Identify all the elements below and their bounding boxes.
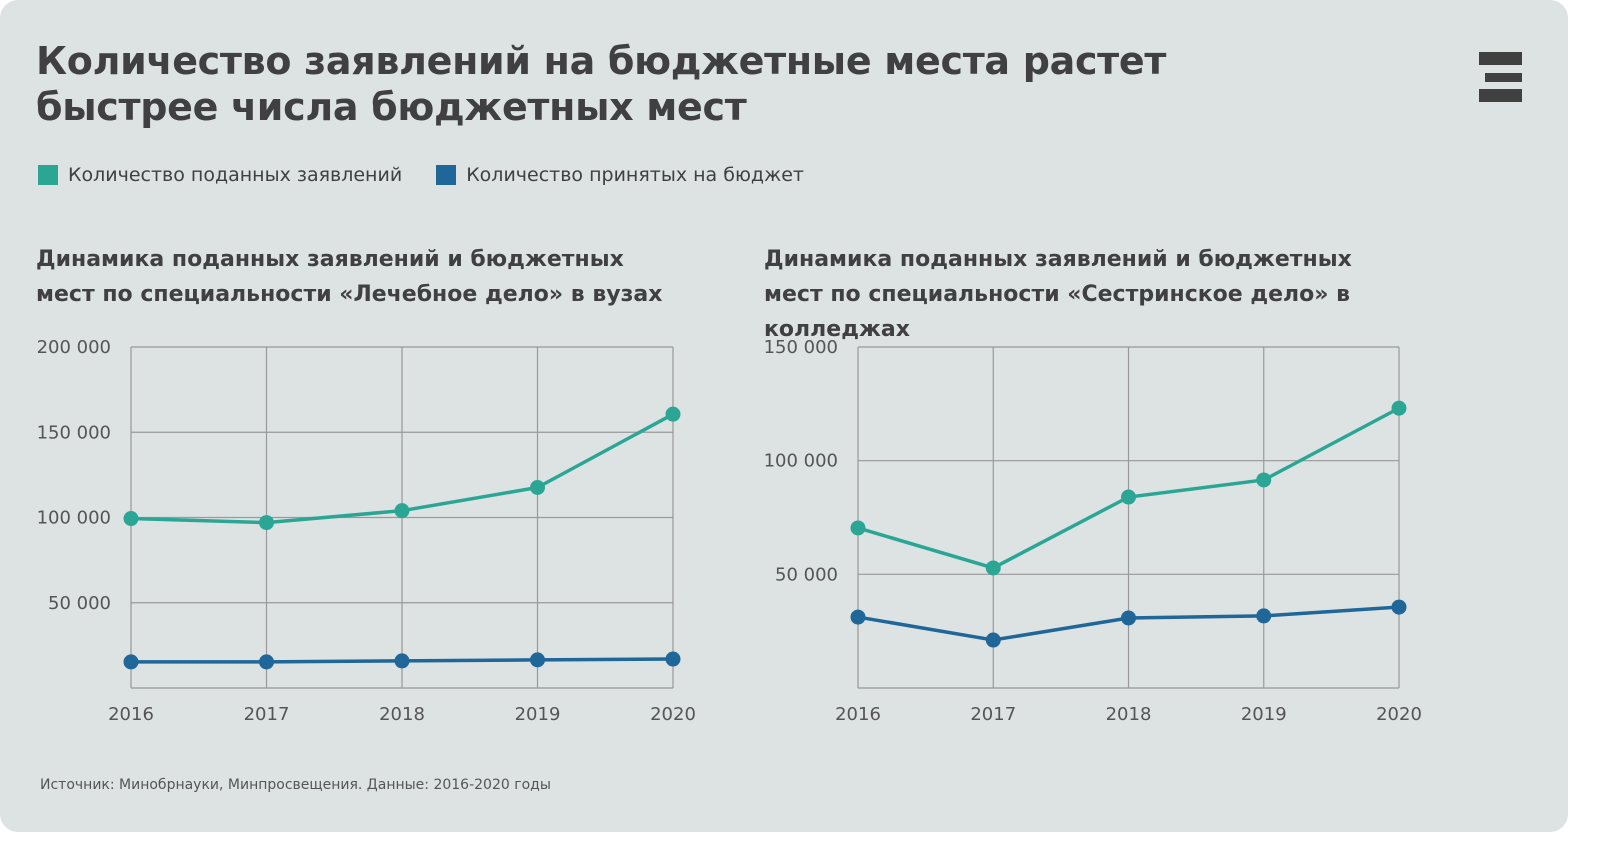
- charts-svg: 50 000 100 000 150 000 200 000 2016 2017 2018 2…: [37, 337, 1422, 725]
- data-point: [123, 511, 139, 527]
- page-title: Количество заявлений на бюджетные места …: [36, 39, 1167, 129]
- x-tick-label: 2017: [244, 704, 290, 725]
- y-tick-label: 50 000: [775, 564, 838, 585]
- source-note: Источник: Минобрнауки, Минпросвещения. Д…: [40, 777, 551, 793]
- y-tick-label: 100 000: [37, 508, 111, 529]
- legend-item-applications: Количество поданных заявлений: [38, 164, 402, 186]
- legend-label: Количество принятых на бюджет: [466, 164, 804, 186]
- data-point: [985, 632, 1001, 648]
- y-tick-label: 200 000: [37, 337, 111, 358]
- legend-label: Количество поданных заявлений: [68, 164, 403, 186]
- x-tick-label: 2017: [970, 704, 1016, 725]
- data-point: [985, 560, 1001, 576]
- data-point: [1256, 472, 1272, 488]
- x-tick-label: 2019: [1241, 704, 1287, 725]
- data-point: [1391, 400, 1407, 416]
- data-point: [1121, 489, 1136, 505]
- x-tick-label: 2020: [1376, 704, 1422, 725]
- data-point: [1121, 610, 1136, 626]
- x-tick-label: 2016: [108, 704, 154, 725]
- data-point: [259, 654, 274, 670]
- x-tick-label: 2020: [650, 704, 696, 725]
- y-tick-label: 50 000: [48, 593, 111, 614]
- data-point: [665, 406, 681, 422]
- data-point: [394, 503, 410, 519]
- data-point: [394, 653, 410, 669]
- y-tick-label: 150 000: [37, 422, 111, 443]
- data-point: [1256, 608, 1272, 624]
- x-tick-label: 2019: [515, 704, 561, 725]
- legend-swatch-blue: [436, 165, 457, 185]
- data-point: [850, 609, 866, 625]
- x-tick-label: 2018: [379, 704, 425, 725]
- chart-title-left: Динамика поданных заявлений и бюджетных …: [36, 247, 663, 307]
- chart-title-right: Динамика поданных заявлений и бюджетных …: [764, 247, 1352, 342]
- legend-item-budget: Количество принятых на бюджет: [436, 164, 804, 186]
- x-tick-label: 2016: [835, 704, 881, 725]
- infographic-card: Количество заявлений на бюджетные места …: [0, 0, 1568, 832]
- data-point: [530, 652, 545, 668]
- data-point: [1391, 599, 1407, 615]
- data-point: [530, 479, 545, 495]
- data-point: [665, 651, 681, 667]
- x-tick-label: 2018: [1106, 704, 1152, 725]
- data-point: [123, 654, 139, 670]
- legend-swatch-teal: [38, 165, 58, 185]
- data-point: [259, 515, 274, 531]
- y-tick-label: 150 000: [764, 337, 838, 358]
- legend: Количество поданных заявлений Количество…: [38, 164, 804, 186]
- y-tick-label: 100 000: [764, 451, 838, 472]
- data-point: [850, 520, 866, 536]
